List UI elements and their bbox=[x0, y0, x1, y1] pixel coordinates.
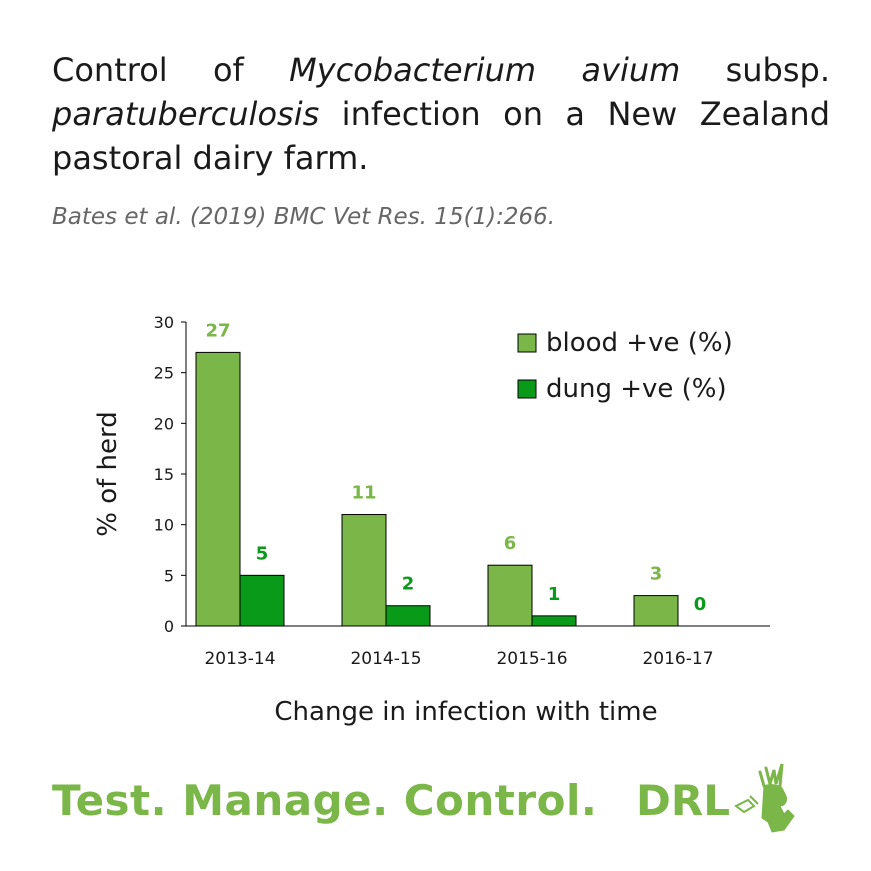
citation: Bates et al. (2019) BMC Vet Res. 15(1):2… bbox=[52, 204, 556, 230]
tagline: Test. Manage. Control. bbox=[52, 776, 598, 825]
bar-blood bbox=[487, 564, 533, 627]
title-part: Mycobacterium avium bbox=[289, 51, 681, 89]
data-label-blood: 3 bbox=[650, 564, 663, 585]
data-label-dung: 2 bbox=[402, 574, 415, 595]
bar-blood bbox=[195, 351, 241, 627]
x-axis-title: Change in infection with time bbox=[274, 697, 657, 727]
y-tick-label: 10 bbox=[154, 516, 174, 535]
data-label-blood: 27 bbox=[205, 320, 230, 341]
title-part: infection on a New Zealand pastoral dair… bbox=[52, 95, 830, 177]
legend-label-dung: dung +ve (%) bbox=[546, 374, 727, 404]
deer-stag-logo-icon bbox=[734, 763, 795, 833]
x-tick-label: 2016-17 bbox=[642, 649, 713, 669]
chart-title: Control of Mycobacterium avium subsp. pa… bbox=[52, 48, 830, 180]
data-label-blood: 11 bbox=[351, 483, 376, 504]
x-tick-label: 2015-16 bbox=[496, 649, 567, 669]
y-tick-label: 30 bbox=[154, 313, 174, 332]
title-part: Control of bbox=[52, 51, 290, 89]
bar-dung bbox=[239, 574, 285, 627]
data-label-dung: 0 bbox=[694, 594, 707, 615]
title-part: subsp. bbox=[680, 51, 831, 89]
data-label-dung: 1 bbox=[548, 584, 561, 605]
y-tick-label: 20 bbox=[154, 414, 174, 433]
legend-swatch-dung bbox=[517, 379, 537, 399]
bar-dung bbox=[531, 615, 577, 627]
title-part: paratuberculosis bbox=[52, 95, 320, 133]
y-tick-label: 25 bbox=[154, 364, 174, 383]
bar-blood bbox=[341, 514, 387, 627]
bar-dung bbox=[385, 605, 431, 627]
brand-name: DRL bbox=[636, 776, 730, 825]
y-axis-title: % of herd bbox=[93, 411, 123, 537]
data-label-blood: 6 bbox=[504, 533, 517, 554]
x-tick-label: 2014-15 bbox=[350, 649, 421, 669]
bar-blood bbox=[633, 595, 679, 627]
legend-swatch-blood bbox=[517, 333, 537, 353]
y-tick-label: 5 bbox=[164, 566, 174, 585]
y-tick-label: 15 bbox=[154, 465, 174, 484]
y-tick-label: 0 bbox=[164, 617, 174, 636]
legend-label-blood: blood +ve (%) bbox=[546, 328, 733, 358]
data-label-dung: 5 bbox=[256, 543, 269, 564]
x-tick-label: 2013-14 bbox=[204, 649, 275, 669]
